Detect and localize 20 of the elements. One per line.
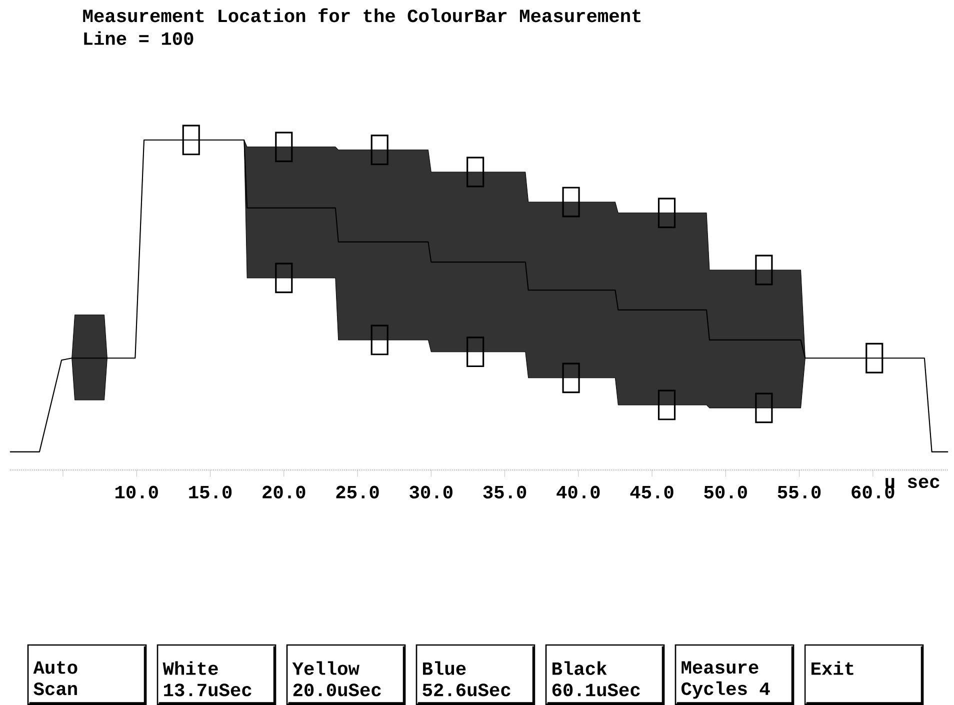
x-tick-label: 35.0: [483, 486, 526, 499]
x-tick-label: 40.0: [556, 486, 600, 498]
x-tick-label: 55.0: [778, 486, 821, 498]
text: Exit: [812, 661, 854, 675]
text: Blue 52.6uSec: [422, 661, 510, 696]
text: Auto Scan: [33, 661, 78, 696]
x-tick-label: 30.0: [410, 486, 452, 499]
x-tick-label: 20.0: [262, 486, 306, 498]
x-tick-label: 45.0: [630, 486, 674, 498]
x-tick-label: 60.0: [852, 486, 894, 498]
text: Yellow 20.0uSec: [292, 661, 381, 696]
x-tick-label: 25.0: [336, 486, 379, 498]
x-tick-label: 10.0: [115, 486, 158, 498]
chart-subtitle: Line = 100: [84, 31, 194, 45]
x-tick-label: 50.0: [704, 486, 747, 498]
chart-title: Measurement Location for the ColourBar Measurement: [83, 8, 640, 22]
text: Measure Cycles 4: [682, 661, 770, 699]
x-tick-label: 15.0: [189, 486, 232, 498]
text: White 13.7uSec: [162, 661, 252, 696]
text: Black 60.1uSec: [552, 661, 640, 696]
